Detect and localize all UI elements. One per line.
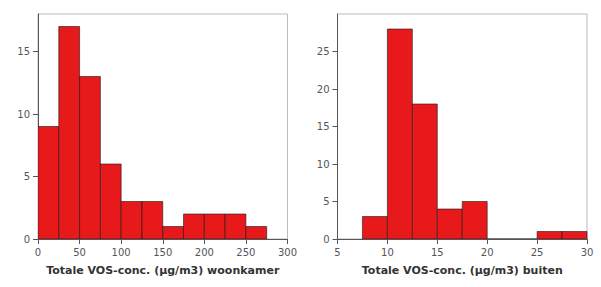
- svg-text:10: 10: [17, 109, 30, 120]
- svg-text:0: 0: [323, 234, 329, 245]
- svg-text:0: 0: [24, 234, 30, 245]
- svg-text:15: 15: [317, 121, 330, 132]
- svg-text:5: 5: [24, 171, 30, 182]
- svg-text:25: 25: [317, 46, 330, 57]
- svg-text:50: 50: [73, 247, 86, 258]
- svg-text:15: 15: [17, 46, 30, 57]
- svg-text:200: 200: [195, 247, 214, 258]
- svg-text:Totale VOS-conc. (μg/m3) buite: Totale VOS-conc. (μg/m3) buiten: [362, 264, 563, 277]
- svg-text:10: 10: [317, 159, 330, 170]
- svg-text:300: 300: [278, 247, 297, 258]
- svg-text:15: 15: [431, 247, 444, 258]
- svg-text:0: 0: [35, 247, 41, 258]
- svg-text:25: 25: [531, 247, 544, 258]
- svg-text:5: 5: [334, 247, 340, 258]
- svg-text:100: 100: [112, 247, 131, 258]
- svg-text:Totale VOS-conc. (μg/m3) woonk: Totale VOS-conc. (μg/m3) woonkamer: [46, 264, 280, 277]
- svg-text:30: 30: [581, 247, 594, 258]
- svg-text:20: 20: [481, 247, 494, 258]
- svg-text:20: 20: [317, 84, 330, 95]
- svg-text:150: 150: [153, 247, 172, 258]
- svg-text:5: 5: [323, 196, 329, 207]
- svg-text:250: 250: [236, 247, 255, 258]
- svg-text:10: 10: [381, 247, 394, 258]
